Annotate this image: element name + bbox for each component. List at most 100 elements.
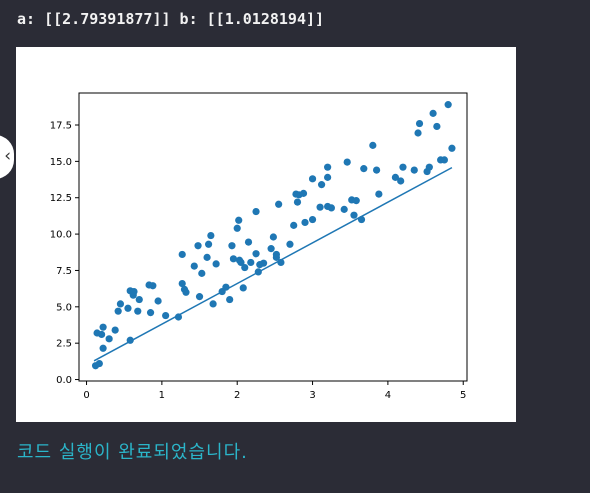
side-collapse-tab[interactable]: ‹ (0, 135, 14, 179)
x-tick-label: 2 (234, 390, 240, 401)
scatter-point (241, 263, 249, 272)
scatter-point (316, 203, 324, 211)
y-tick-label: 0.0 (56, 375, 72, 386)
scatter-point (360, 165, 368, 173)
execution-status-message: 코드 실행이 완료되었습니다. (17, 442, 248, 463)
scatter-point (204, 240, 213, 248)
regression-line (93, 166, 453, 362)
scatter-point (352, 197, 360, 205)
scatter-point (244, 238, 253, 246)
scatter-point (99, 323, 107, 331)
scatter-plot: 0 1 2 3 4 5 0.0 2.5 5.0 7.5 10.0 12.5 15.0 17.5 (50, 92, 468, 401)
scatter-point (198, 269, 206, 277)
scatter-point (228, 242, 236, 250)
scatter-point (135, 295, 143, 304)
scatter-point (237, 258, 245, 267)
scatter-point (174, 313, 183, 321)
y-tick-label: 5.0 (56, 302, 72, 313)
scatter-point (209, 300, 217, 308)
scatter-point (130, 287, 138, 296)
scatter-point (98, 330, 106, 339)
scatter-point (95, 359, 103, 368)
scatter-point (324, 173, 332, 181)
scatter-point (448, 144, 456, 152)
scatter-point (440, 156, 448, 164)
scatter-point (195, 293, 204, 301)
scatter-point (212, 260, 220, 268)
scatter-point (275, 200, 283, 208)
scatter-point (182, 288, 190, 296)
scatter-point (226, 295, 234, 304)
output-result-line: a: [[2.79391877]] b: [[1.0128194]] (17, 10, 325, 28)
scatter-point (375, 190, 383, 198)
scatter-point (114, 307, 122, 315)
x-tick-label: 1 (159, 390, 165, 401)
scatter-point (222, 283, 230, 291)
scatter-point (178, 250, 186, 259)
y-tick-label: 17.5 (50, 121, 72, 132)
scatter-point (269, 233, 277, 241)
scatter-point (414, 129, 422, 137)
x-tick-label: 4 (385, 390, 391, 401)
scatter-point (235, 216, 243, 224)
scatter-point (116, 300, 125, 308)
scatter-point (99, 344, 107, 352)
scatter-point (308, 215, 317, 224)
scatter-point (124, 304, 132, 312)
scatter-point (146, 309, 155, 317)
y-tick-label: 15.0 (50, 157, 72, 168)
scatter-point (324, 163, 332, 171)
y-tick-label: 7.5 (56, 266, 72, 277)
y-tick-label: 10.0 (50, 230, 72, 241)
scatter-point (247, 258, 255, 267)
scatter-point (190, 262, 198, 270)
scatter-point (429, 109, 437, 117)
scatter-point (350, 211, 358, 219)
scatter-point (415, 119, 424, 128)
scatter-point (259, 259, 268, 267)
plot-frame (78, 92, 468, 382)
scatter-point (299, 189, 308, 197)
scatter-point (203, 253, 211, 261)
scatter-point (410, 166, 418, 174)
x-tick-label: 3 (309, 390, 315, 401)
scatter-point (233, 224, 241, 232)
x-tick-label: 5 (460, 390, 466, 401)
scatter-point (277, 258, 285, 267)
y-tick-label: 12.5 (50, 193, 72, 204)
scatter-point (301, 218, 309, 227)
y-tick-label: 2.5 (56, 339, 72, 350)
scatter-point (391, 173, 400, 181)
scatter-point (134, 307, 142, 315)
scatter-point (290, 221, 298, 229)
scatter-point (340, 205, 348, 213)
scatter-point (357, 215, 366, 224)
scatter-point (425, 163, 433, 171)
scatter-point (239, 284, 247, 292)
scatter-point (254, 268, 262, 276)
scatter-point (111, 326, 119, 334)
scatter-point (292, 190, 300, 198)
scatter-point (317, 181, 326, 189)
scatter-point (149, 282, 157, 290)
scatter-point (272, 250, 280, 259)
x-tick-label: 0 (83, 390, 89, 401)
scatter-point (229, 255, 238, 263)
scatter-point (154, 297, 162, 305)
scatter-point (252, 250, 260, 258)
scatter-point (207, 231, 215, 240)
scatter-point (105, 335, 113, 343)
scatter-point (286, 240, 294, 248)
scatter-point (293, 198, 302, 206)
scatter-point (194, 242, 202, 250)
chevron-left-icon: ‹ (4, 146, 11, 166)
scatter-point (372, 166, 381, 174)
scatter-point (369, 141, 377, 149)
scatter-point (252, 207, 260, 216)
scatter-point (267, 245, 275, 253)
scatter-point (444, 101, 452, 109)
scatter-point (162, 311, 170, 320)
plot-output-image: 0 1 2 3 4 5 0.0 2.5 5.0 7.5 10.0 12.5 15.0 17.5 (16, 47, 516, 422)
scatter-point (178, 279, 186, 288)
scatter-point (397, 177, 405, 185)
